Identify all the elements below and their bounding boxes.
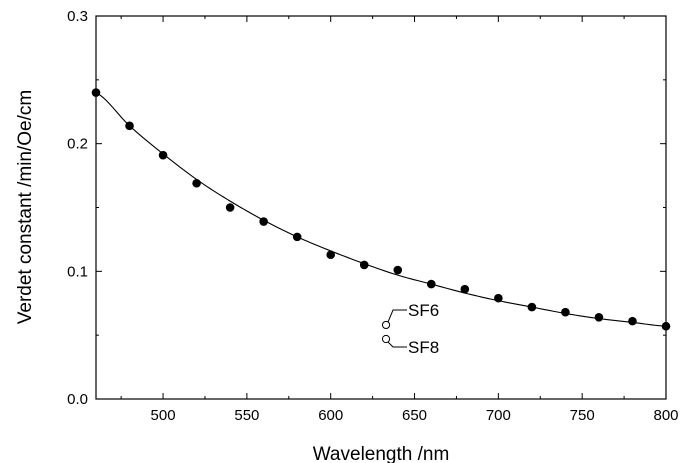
data-point <box>192 178 201 188</box>
y-tick-label: 0.0 <box>67 391 88 408</box>
annotation-leader <box>387 309 408 323</box>
data-point <box>460 284 470 294</box>
data-point <box>494 293 503 303</box>
fit-curve <box>95 92 667 327</box>
y-tick-label: 0.1 <box>67 263 88 280</box>
ticks: 500 550 600 650 700 750 800 0.0 0.1 0.2 0.3 <box>67 8 678 424</box>
x-axis-label: Wavelength /nm <box>313 444 450 463</box>
data-point <box>393 265 403 275</box>
y-axis-label: Verdet constant /min/Oe/cm <box>15 90 36 324</box>
data-point <box>158 150 168 160</box>
data-point <box>359 260 369 270</box>
plot-frame <box>95 15 667 400</box>
x-tick-label: 700 <box>486 407 511 424</box>
annotations: SF6 SF8 <box>381 301 439 357</box>
y-tick-label: 0.3 <box>67 8 88 25</box>
annotation-label: SF6 <box>408 301 439 320</box>
data-point <box>628 316 637 326</box>
data-points <box>91 88 671 331</box>
x-tick-label: 750 <box>570 407 595 424</box>
x-tick-label: 500 <box>151 407 176 424</box>
fit-curve-layer <box>95 92 667 327</box>
data-point <box>661 321 671 331</box>
data-point <box>326 250 336 260</box>
data-point <box>91 88 101 97</box>
x-tick-label: 800 <box>653 407 678 424</box>
data-point <box>527 302 537 312</box>
data-point <box>561 307 570 317</box>
y-tick-label: 0.2 <box>67 136 88 153</box>
annotation-marker <box>381 320 391 330</box>
x-tick-label: 650 <box>402 407 427 424</box>
annotation-label: SF8 <box>408 338 439 357</box>
data-point <box>292 232 302 242</box>
x-tick-label: 550 <box>234 407 259 424</box>
data-point <box>594 312 604 322</box>
data-point <box>225 203 235 212</box>
data-point <box>259 217 268 226</box>
x-tick-label: 600 <box>318 407 343 424</box>
annotation-marker <box>381 334 391 344</box>
data-point <box>426 279 436 289</box>
annotation-leader <box>387 341 408 348</box>
axes <box>95 15 667 400</box>
data-point <box>125 121 134 131</box>
